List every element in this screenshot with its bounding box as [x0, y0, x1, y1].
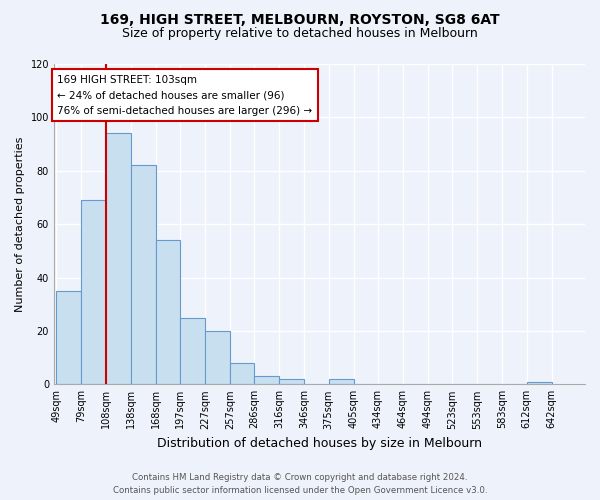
- Bar: [106, 134, 131, 384]
- Text: Size of property relative to detached houses in Melbourn: Size of property relative to detached ho…: [122, 28, 478, 40]
- Bar: [56, 291, 82, 384]
- Bar: [156, 240, 180, 384]
- Y-axis label: Number of detached properties: Number of detached properties: [15, 136, 25, 312]
- Bar: [205, 331, 230, 384]
- Bar: [82, 200, 106, 384]
- Text: 169 HIGH STREET: 103sqm
← 24% of detached houses are smaller (96)
76% of semi-de: 169 HIGH STREET: 103sqm ← 24% of detache…: [57, 74, 313, 116]
- Text: 169, HIGH STREET, MELBOURN, ROYSTON, SG8 6AT: 169, HIGH STREET, MELBOURN, ROYSTON, SG8…: [100, 12, 500, 26]
- Bar: [280, 379, 304, 384]
- Text: Contains HM Land Registry data © Crown copyright and database right 2024.
Contai: Contains HM Land Registry data © Crown c…: [113, 474, 487, 495]
- Bar: [180, 318, 205, 384]
- Bar: [527, 382, 551, 384]
- X-axis label: Distribution of detached houses by size in Melbourn: Distribution of detached houses by size …: [157, 437, 482, 450]
- Bar: [254, 376, 280, 384]
- Bar: [329, 379, 353, 384]
- Bar: [230, 363, 254, 384]
- Bar: [131, 166, 156, 384]
